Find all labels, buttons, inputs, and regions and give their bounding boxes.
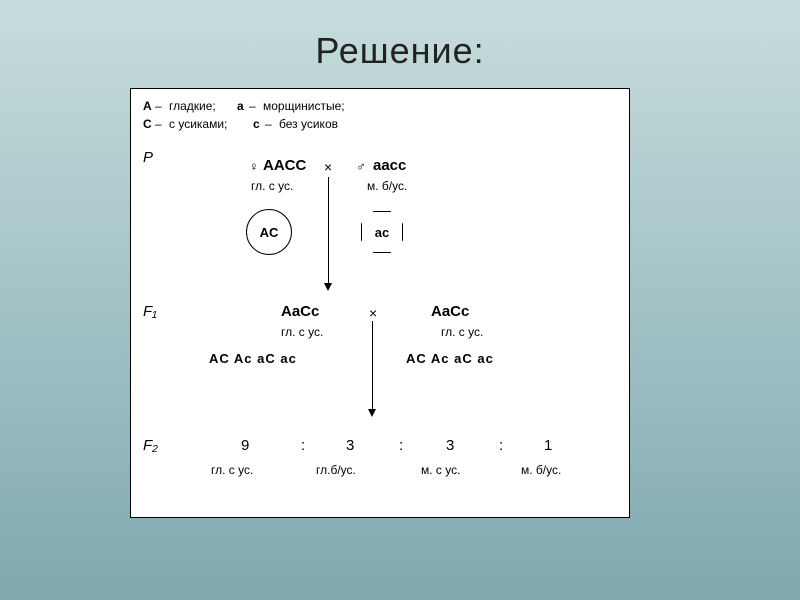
legend-c-sym: c — [253, 117, 260, 131]
gamete-AC-circle: AC — [246, 209, 292, 255]
F2-ratio-c3: : — [499, 437, 503, 454]
legend-dash-4: – — [265, 117, 272, 131]
legend-dash-2: – — [249, 99, 256, 113]
legend-A-sym: A — [143, 99, 152, 113]
legend-C-def: с усиками; — [169, 117, 227, 131]
gen-label-F1: F₁ — [143, 303, 157, 320]
legend-dash: – — [155, 99, 162, 113]
gamete-ac-octagon: ac — [361, 211, 403, 253]
F1-pheno-left: гл. с ус. — [281, 325, 323, 339]
arrow-P-F1 — [328, 177, 329, 285]
F2-ratio-0: 9 — [241, 437, 249, 454]
slide-title: Решение: — [0, 30, 800, 72]
F2-pheno-1: гл.б/ус. — [316, 463, 356, 477]
male-phenotype: м. б/ус. — [367, 179, 407, 193]
female-symbol: ♀ — [249, 159, 259, 174]
F2-ratio-c1: : — [301, 437, 305, 454]
arrow-F1-F2-head — [368, 409, 376, 417]
P-cross: × — [324, 159, 332, 175]
gen-label-P: P — [143, 149, 153, 166]
legend-a-def: морщинистые; — [263, 99, 345, 113]
F2-pheno-2: м. с ус. — [421, 463, 460, 477]
female-phenotype: гл. с ус. — [251, 179, 293, 193]
arrow-F1-F2 — [372, 321, 373, 411]
legend-A-def: гладкие; — [169, 99, 216, 113]
F1-gametes-left: AC Ac aC ac — [209, 351, 297, 366]
F2-ratio-c2: : — [399, 437, 403, 454]
gen-label-F2: F₂ — [143, 437, 158, 454]
F1-cross: × — [369, 305, 377, 321]
male-genotype: aacc — [373, 157, 406, 174]
F2-pheno-0: гл. с ус. — [211, 463, 253, 477]
legend-dash-3: – — [155, 117, 162, 131]
female-genotype: AACC — [263, 157, 306, 174]
F1-pheno-right: гл. с ус. — [441, 325, 483, 339]
arrow-P-F1-head — [324, 283, 332, 291]
F1-geno-right: AaCc — [431, 303, 469, 320]
slide: Решение: A – гладкие; a – морщинистые; C… — [0, 0, 800, 600]
F1-gametes-right: AC Ac aC ac — [406, 351, 494, 366]
F1-geno-left: AaCc — [281, 303, 319, 320]
F2-ratio-3: 1 — [544, 437, 552, 454]
F2-ratio-1: 3 — [346, 437, 354, 454]
legend-a-sym: a — [237, 99, 244, 113]
diagram-panel: A – гладкие; a – морщинистые; C – с усик… — [130, 88, 630, 518]
F2-ratio-2: 3 — [446, 437, 454, 454]
F2-pheno-3: м. б/ус. — [521, 463, 561, 477]
male-symbol: ♂ — [356, 159, 366, 174]
legend-c-def: без усиков — [279, 117, 338, 131]
legend-C-sym: C — [143, 117, 152, 131]
